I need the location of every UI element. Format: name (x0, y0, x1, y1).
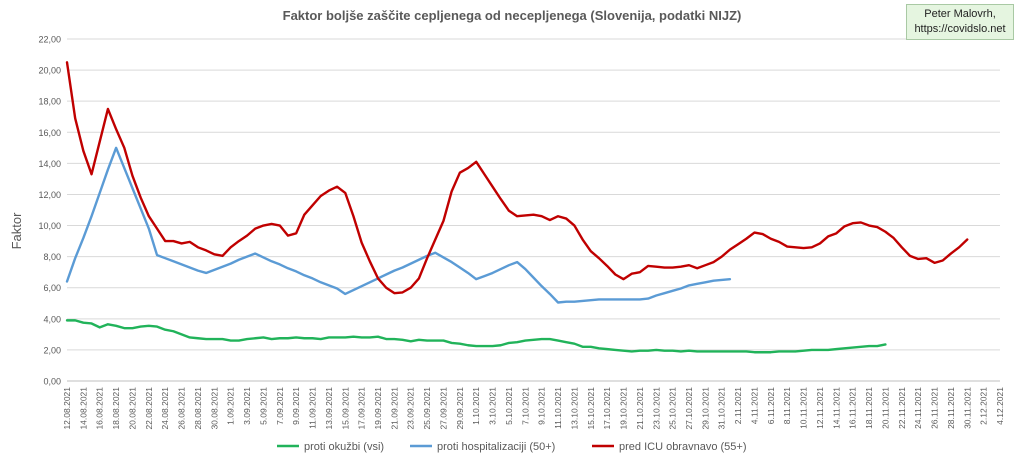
x-tick-label: 9.10.2021 (537, 387, 547, 425)
credit-author: Peter Malovrh, (924, 8, 996, 20)
legend-label: proti okužbi (vsi) (304, 441, 384, 453)
x-tick-label: 13.10.2021 (569, 387, 579, 430)
x-tick-label: 7.09.2021 (275, 387, 285, 425)
x-tick-label: 26.08.2021 (177, 387, 187, 430)
series-line-3 (65, 61, 969, 295)
x-tick-label: 16.08.2021 (95, 387, 105, 430)
x-tick-label: 23.10.2021 (651, 387, 661, 430)
x-tick-label: 4.11.2021 (749, 387, 759, 424)
x-tick-label: 2.12.2021 (979, 387, 989, 425)
legend-label: pred ICU obravnavo (55+) (619, 441, 746, 453)
x-tick-label: 28.08.2021 (193, 387, 203, 430)
x-tick-label: 27.09.2021 (438, 387, 448, 430)
x-tick-label: 13.09.2021 (324, 387, 334, 430)
series-line-1 (65, 319, 887, 354)
y-tick-label: 4,00 (43, 314, 61, 324)
x-tick-label: 24.11.2021 (913, 387, 923, 429)
y-tick-label: 0,00 (43, 377, 61, 387)
x-tick-label: 29.10.2021 (700, 387, 710, 430)
x-tick-label: 5.09.2021 (258, 387, 268, 425)
y-tick-label: 14,00 (38, 159, 61, 169)
x-tick-label: 23.09.2021 (406, 387, 416, 430)
y-tick-label: 8,00 (43, 252, 61, 262)
x-tick-label: 29.09.2021 (455, 387, 465, 430)
y-tick-label: 20,00 (38, 66, 61, 76)
x-tick-label: 22.08.2021 (144, 387, 154, 430)
x-tick-label: 30.11.2021 (962, 387, 972, 429)
y-tick-label: 18,00 (38, 97, 61, 107)
x-tick-label: 14.08.2021 (78, 387, 88, 430)
x-tick-label: 19.10.2021 (619, 387, 629, 430)
x-tick-label: 3.09.2021 (242, 387, 252, 425)
x-tick-label: 31.10.2021 (717, 387, 727, 430)
x-tick-label: 16.11.2021 (848, 387, 858, 429)
x-tick-label: 14.11.2021 (831, 387, 841, 429)
x-tick-label: 8.11.2021 (782, 387, 792, 424)
y-tick-label: 6,00 (43, 283, 61, 293)
x-tick-label: 2.11.2021 (733, 387, 743, 424)
x-tick-label: 3.10.2021 (488, 387, 498, 425)
y-axis-label: Faktor (9, 212, 24, 250)
x-tick-label: 7.10.2021 (520, 387, 530, 425)
series-line-2 (65, 146, 732, 304)
x-tick-label: 15.09.2021 (340, 387, 350, 430)
x-tick-label: 12.08.2021 (62, 387, 72, 430)
x-tick-label: 15.10.2021 (586, 387, 596, 430)
x-tick-label: 11.09.2021 (308, 387, 318, 429)
y-tick-label: 12,00 (38, 190, 61, 200)
credit-url: https://covidslo.net (914, 23, 1006, 35)
x-tick-label: 9.09.2021 (291, 387, 301, 425)
author-credit: Peter Malovrh, https://covidslo.net (906, 4, 1014, 40)
x-tick-label: 4.12.2021 (995, 387, 1005, 425)
x-tick-label: 28.11.2021 (946, 387, 956, 429)
x-tick-label: 21.09.2021 (389, 387, 399, 430)
x-tick-label: 12.11.2021 (815, 387, 825, 429)
chart-title: Faktor boljše zaščite cepljenega od nece… (283, 8, 742, 23)
x-tick-label: 17.10.2021 (602, 387, 612, 430)
x-tick-label: 20.11.2021 (880, 387, 890, 429)
x-tick-label: 17.09.2021 (357, 387, 367, 430)
x-tick-label: 10.11.2021 (799, 387, 809, 429)
x-tick-label: 21.10.2021 (635, 387, 645, 430)
x-tick-label: 20.08.2021 (127, 387, 137, 430)
y-tick-label: 2,00 (43, 345, 61, 355)
x-tick-label: 26.11.2021 (930, 387, 940, 429)
x-tick-label: 5.10.2021 (504, 387, 514, 425)
x-tick-label: 27.10.2021 (684, 387, 694, 430)
x-tick-label: 11.10.2021 (553, 387, 563, 429)
x-tick-label: 1.09.2021 (226, 387, 236, 425)
x-tick-label: 25.09.2021 (422, 387, 432, 430)
y-tick-label: 16,00 (38, 128, 61, 138)
x-tick-label: 1.10.2021 (471, 387, 481, 425)
x-tick-label: 30.08.2021 (209, 387, 219, 430)
x-tick-label: 19.09.2021 (373, 387, 383, 430)
legend-label: proti hospitalizaciji (50+) (437, 441, 555, 453)
x-tick-label: 22.11.2021 (897, 387, 907, 429)
y-tick-label: 10,00 (38, 221, 61, 231)
x-tick-label: 6.11.2021 (766, 387, 776, 424)
x-tick-label: 18.11.2021 (864, 387, 874, 429)
x-tick-label: 18.08.2021 (111, 387, 121, 430)
x-tick-label: 25.10.2021 (668, 387, 678, 430)
y-tick-label: 22,00 (38, 35, 61, 45)
legend: proti okužbi (vsi) proti hospitalizaciji … (277, 441, 746, 453)
x-tick-label: 24.08.2021 (160, 387, 170, 430)
